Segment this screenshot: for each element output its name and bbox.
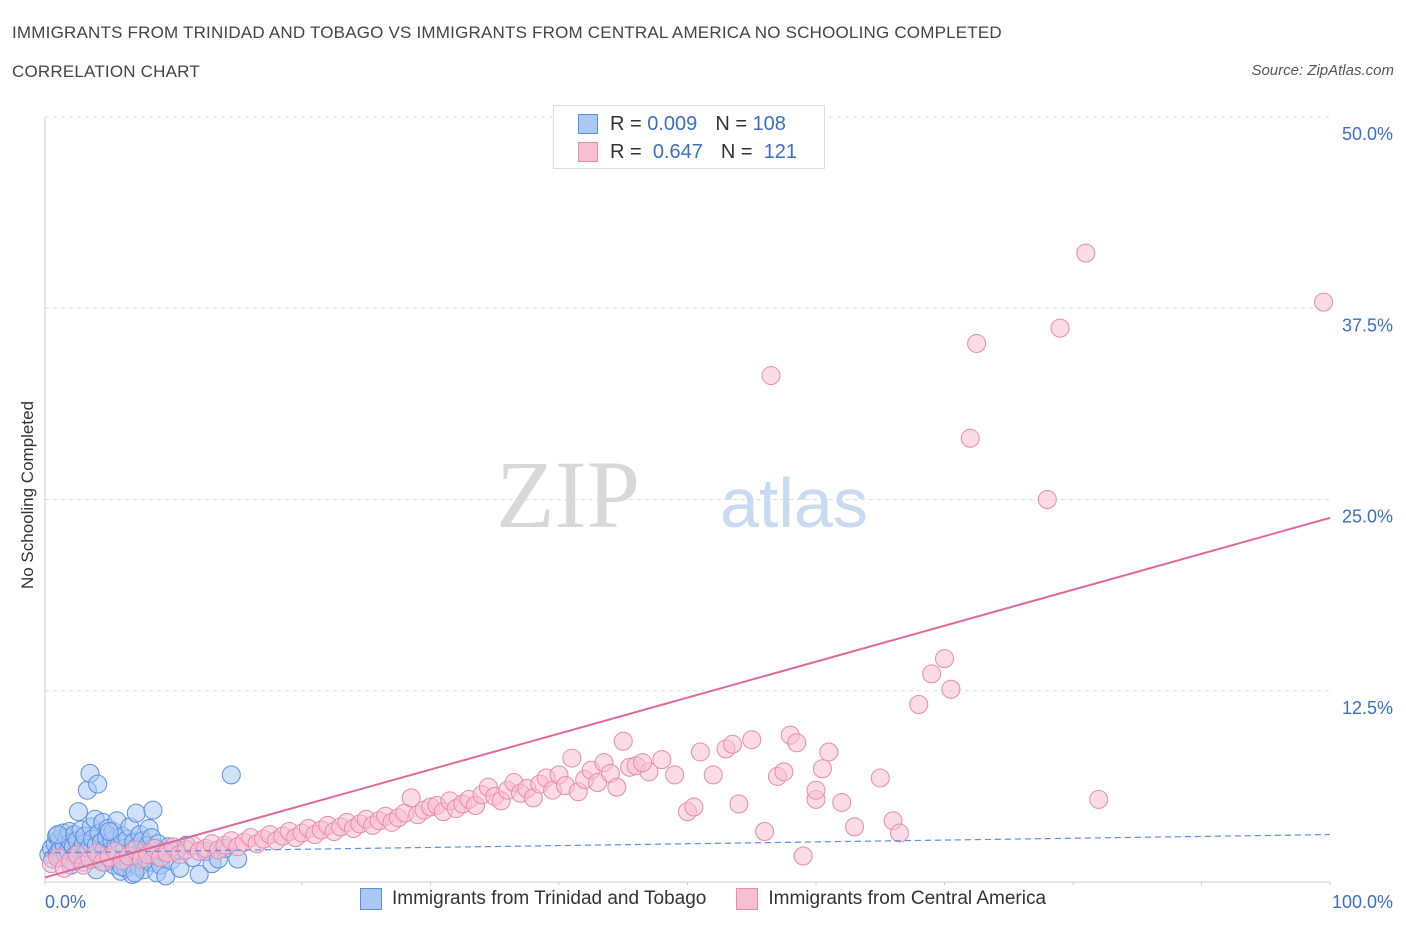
data-point-pink <box>755 822 775 842</box>
y-axis-label: No Schooling Completed <box>18 400 37 590</box>
legend-swatch-pink <box>578 142 598 162</box>
data-point-pink <box>819 742 839 762</box>
data-point-pink <box>684 797 704 817</box>
trendlines <box>44 516 1331 879</box>
data-point-pink <box>870 768 890 788</box>
trendline-pink <box>44 516 1331 879</box>
legend-r-value-series1: 0.009 <box>647 112 698 135</box>
trendline-blue <box>44 833 1331 854</box>
bottom-legend-series1: Immigrants from Trinidad and Tobago <box>359 888 707 910</box>
data-point-pink <box>774 762 794 782</box>
y-tick-label: 50.0% <box>1342 124 1393 144</box>
y-tick-label: 12.5% <box>1342 698 1393 718</box>
legend-row-series1: R = 0.009 N = 108 <box>578 111 786 137</box>
data-point-blue <box>88 774 108 794</box>
watermark-zip: ZIP <box>496 441 640 548</box>
bottom-legend: Immigrants from Trinidad and Tobago Immi… <box>0 888 1406 910</box>
data-point-pink <box>722 734 742 754</box>
data-point-blue <box>126 803 146 823</box>
legend-n-label: N = <box>720 140 753 163</box>
data-point-pink <box>562 748 582 768</box>
points <box>39 243 1334 886</box>
data-point-pink <box>806 780 826 800</box>
data-point-pink <box>665 765 685 785</box>
data-point-blue <box>221 765 241 785</box>
data-point-pink <box>1089 789 1109 809</box>
source-label: Source: ZipAtlas.com <box>1251 62 1394 79</box>
data-point-pink <box>652 750 672 770</box>
data-point-pink <box>845 817 865 837</box>
data-point-pink <box>787 733 807 753</box>
legend-n-value-series2: 121 <box>763 140 798 163</box>
data-point-pink <box>967 333 987 353</box>
data-point-blue <box>48 825 68 845</box>
data-point-blue <box>189 864 209 884</box>
data-point-pink <box>935 649 954 669</box>
data-point-pink <box>1076 243 1096 263</box>
data-point-pink <box>941 679 961 699</box>
bottom-legend-swatch-pink <box>736 888 759 910</box>
legend-n-value-series1: 108 <box>752 112 786 135</box>
data-point-blue <box>68 802 88 822</box>
data-point-pink <box>588 773 608 793</box>
data-point-blue <box>143 800 163 820</box>
watermark-atlas: atlas <box>720 464 868 542</box>
legend-r-label: R = <box>610 140 642 163</box>
data-point-pink <box>922 664 942 684</box>
data-point-pink <box>613 731 633 751</box>
legend-n-label: N = <box>715 112 747 135</box>
data-point-pink <box>909 695 929 715</box>
axes <box>44 117 1331 885</box>
tick-labels: 12.5% 25.0% 37.5% 50.0% 0.0% 100.0% <box>45 124 1393 912</box>
legend-box: R = 0.009 N = 108 R = 0.647 N = 121 <box>553 105 825 169</box>
data-point-blue <box>99 822 119 842</box>
legend-swatch-blue <box>578 114 598 134</box>
bottom-legend-swatch-blue <box>359 888 382 910</box>
data-point-pink <box>1050 318 1070 338</box>
data-point-pink <box>401 788 421 808</box>
watermark: ZIP atlas <box>496 441 868 548</box>
data-point-pink <box>890 823 910 843</box>
x-tick-label: 100.0% <box>1332 892 1393 912</box>
data-point-pink <box>633 753 653 773</box>
data-point-pink <box>729 794 749 814</box>
legend-r-label: R = <box>610 112 642 135</box>
legend-row-series2: R = 0.647 N = 121 <box>578 139 797 165</box>
data-point-pink <box>607 777 627 797</box>
chart-title: IMMIGRANTS FROM TRINIDAD AND TOBAGO VS I… <box>12 23 1002 42</box>
data-point-pink <box>832 792 852 812</box>
chart-subtitle: CORRELATION CHART <box>12 62 200 81</box>
x-tick-label: 0.0% <box>45 892 86 912</box>
data-point-pink <box>960 428 980 448</box>
data-point-pink <box>812 759 832 779</box>
data-point-pink <box>703 765 723 785</box>
data-point-pink <box>793 846 813 866</box>
data-point-pink <box>742 730 762 750</box>
bottom-legend-series2: Immigrants from Central America <box>736 888 1046 910</box>
grid-lines <box>45 116 1330 692</box>
y-tick-label: 37.5% <box>1342 315 1393 335</box>
legend-r-value-series2: 0.647 <box>652 140 703 163</box>
bottom-legend-label-series1: Immigrants from Trinidad and Tobago <box>391 888 707 909</box>
data-point-pink <box>1037 490 1057 509</box>
data-point-pink <box>690 742 710 762</box>
data-point-pink <box>1314 292 1334 312</box>
bottom-legend-label-series2: Immigrants from Central America <box>768 888 1047 909</box>
y-tick-label: 25.0% <box>1342 507 1393 527</box>
data-point-pink <box>761 366 781 386</box>
